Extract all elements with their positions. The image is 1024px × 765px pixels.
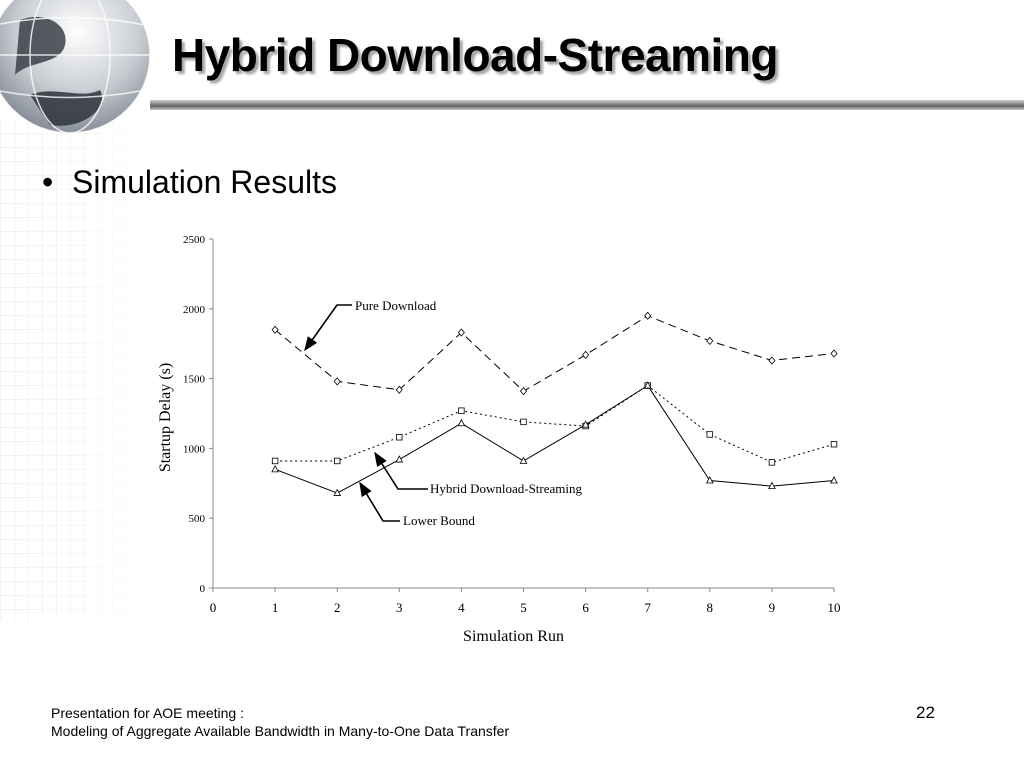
series-line [275, 384, 835, 463]
data-point [643, 381, 652, 389]
y-axis-label: Startup Delay (s) [157, 363, 174, 472]
x-tick-label: 8 [707, 600, 714, 615]
data-point [271, 464, 279, 473]
data-point [706, 336, 714, 346]
data-point [271, 325, 279, 334]
data-point [582, 350, 590, 359]
footer-line-1: Presentation for AOE meeting : [51, 705, 244, 721]
x-tick-label: 6 [582, 600, 589, 615]
y-tick-label: 0 [200, 583, 206, 595]
footer-line-2: Modeling of Aggregate Available Bandwidt… [51, 723, 510, 739]
callout-leader [374, 451, 428, 490]
x-tick-label: 4 [458, 600, 465, 615]
series-hybrid-download-streaming [271, 382, 838, 466]
x-tick-label: 3 [396, 600, 403, 615]
title-divider [150, 100, 1024, 110]
series-lower-bound [271, 381, 838, 496]
data-point [581, 420, 590, 428]
y-tick-label: 1500 [183, 374, 206, 386]
bullet-text: Simulation Results [72, 164, 337, 200]
page-number: 22 [916, 703, 935, 722]
x-tick-label: 1 [272, 600, 279, 615]
data-point [644, 311, 652, 320]
y-tick-label: 500 [189, 513, 206, 525]
data-point [706, 431, 713, 438]
x-tick-label: 0 [210, 600, 217, 615]
data-point [768, 481, 776, 489]
x-tick-label: 5 [520, 600, 527, 615]
data-point [457, 328, 465, 337]
series-line [274, 384, 835, 494]
series-pure-download [271, 311, 838, 396]
startup-delay-chart: 0 500 1000 1500 2000 2500 0 1 2 3 4 5 6 7 8 9 10 Simulati… [157, 234, 841, 645]
data-point [457, 418, 466, 427]
data-point [333, 377, 341, 386]
slide-title: Hybrid Download-Streaming [172, 29, 778, 81]
data-point [519, 456, 528, 464]
x-tick-label: 10 [828, 600, 841, 615]
data-point [333, 457, 341, 465]
x-tick-label: 9 [769, 600, 776, 615]
data-point [705, 476, 714, 484]
data-point [458, 407, 465, 414]
data-point [520, 418, 527, 426]
data-point [519, 387, 528, 396]
x-tick-label: 2 [334, 600, 341, 615]
data-point [830, 349, 838, 358]
bullet-dot: • [42, 164, 54, 200]
data-point [395, 385, 403, 394]
x-tick-label: 7 [644, 600, 651, 615]
data-point [396, 434, 403, 441]
data-point [830, 476, 838, 484]
footer: Presentation for AOE meeting : Modeling … [51, 704, 509, 740]
series-line [274, 315, 835, 392]
background-texture [0, 120, 170, 620]
data-point [830, 441, 838, 448]
y-tick-label: 1000 [183, 443, 206, 455]
bullet-item: • Simulation Results [42, 164, 337, 201]
callout-leader [304, 304, 352, 352]
x-axis-label: Simulation Run [463, 628, 564, 645]
callout-label: Pure Download [355, 298, 437, 313]
y-tick-label: 2500 [183, 234, 206, 246]
data-point [395, 455, 404, 463]
callout-label: Hybrid Download-Streaming [430, 481, 583, 496]
globe-icon [0, 0, 151, 134]
data-point [768, 356, 776, 365]
data-point [768, 459, 776, 466]
y-tick-label: 2000 [183, 304, 206, 316]
callout-leader [359, 481, 400, 522]
data-point [271, 457, 279, 465]
callout-label: Lower Bound [403, 513, 475, 528]
data-point [333, 488, 342, 496]
